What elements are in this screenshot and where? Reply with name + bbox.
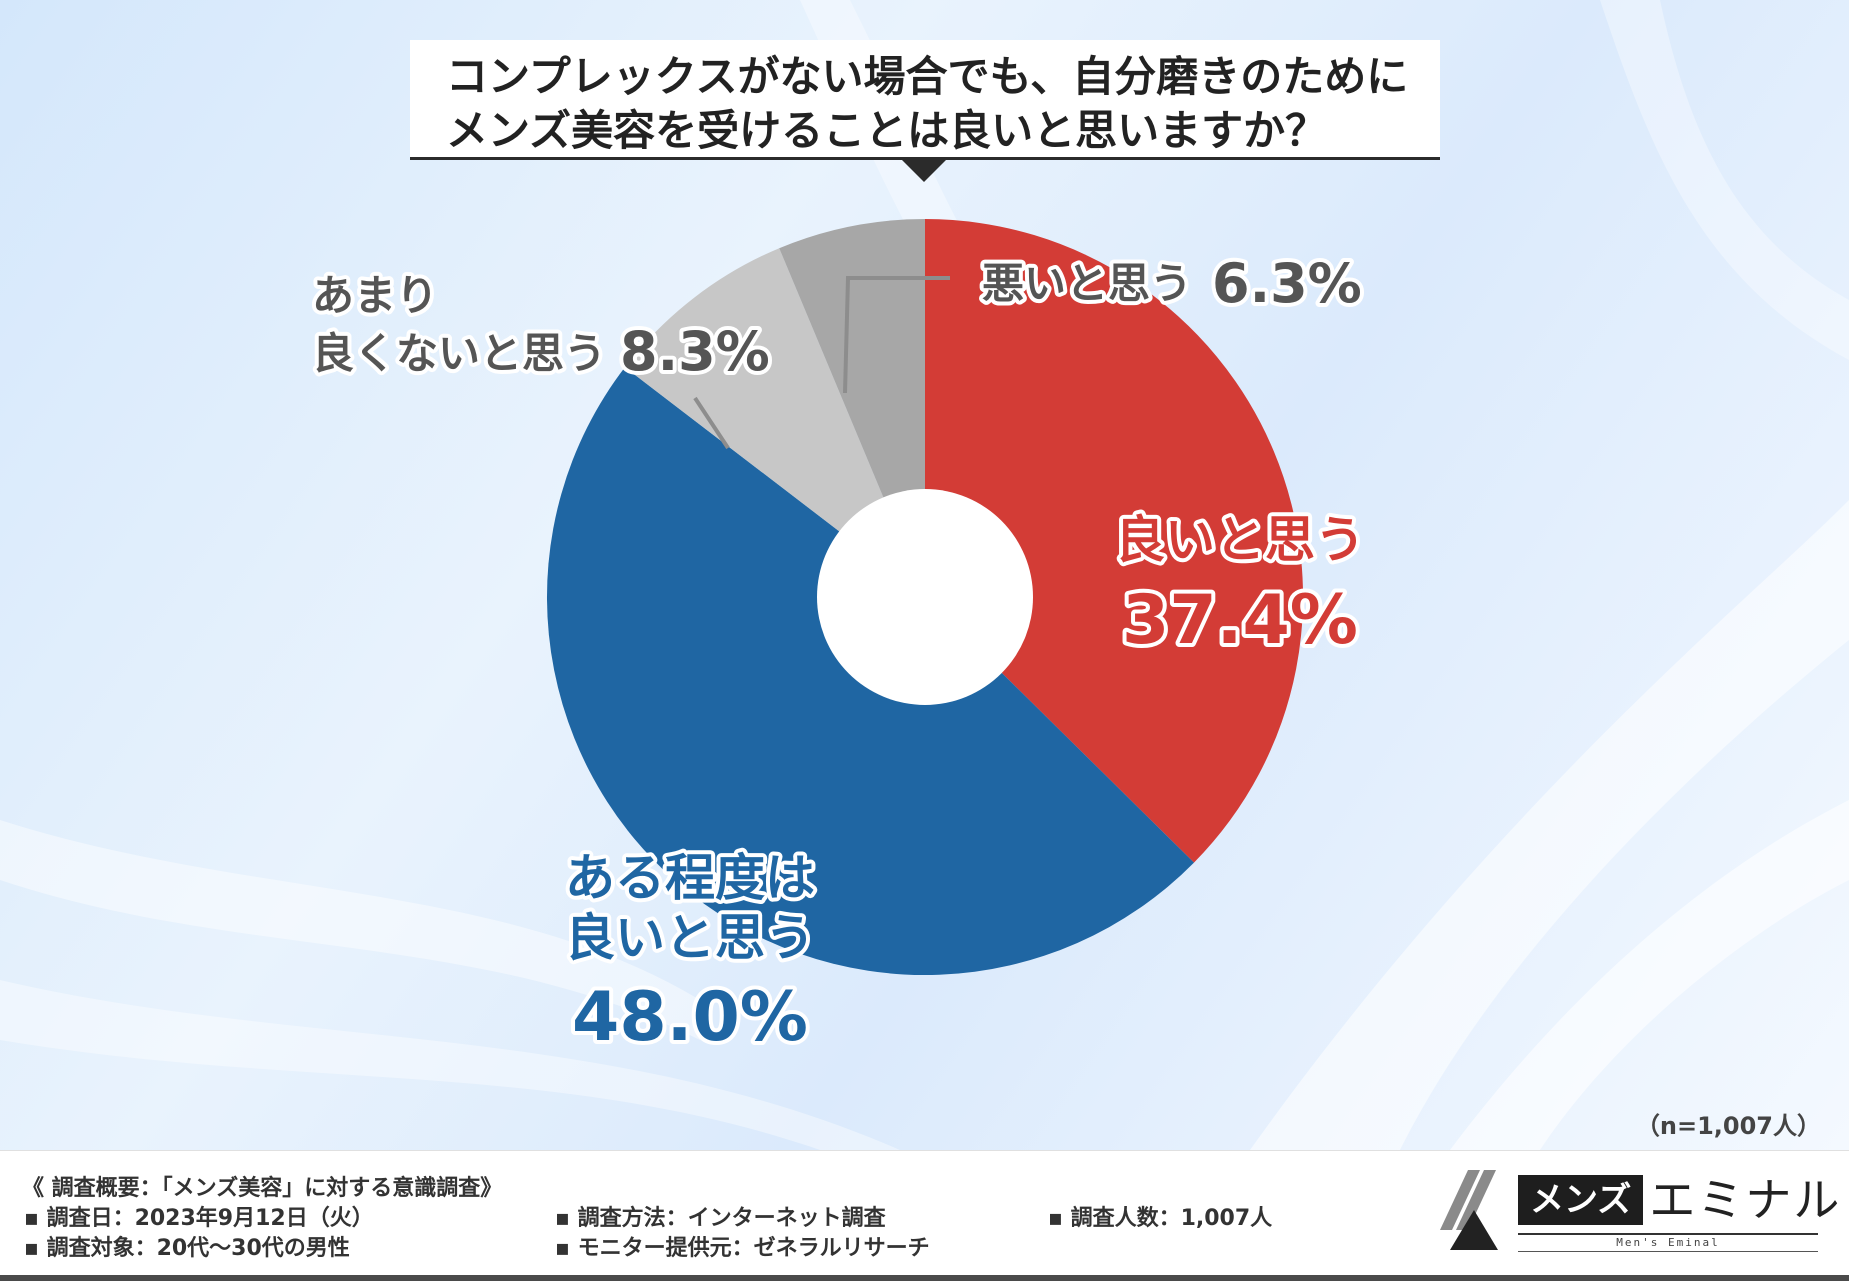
sample-size-note: （n=1,007人） xyxy=(1635,1112,1821,1140)
question-title-box: コンプレックスがない場合でも、自分磨きのために メンズ美容を受けることは良いと思… xyxy=(410,40,1440,160)
footer-bottom-bar xyxy=(0,1275,1849,1281)
footer-survey-target: ▪ 調査対象：20代〜30代の男性 xyxy=(24,1236,350,1261)
footer-respondents: ▪ 調査人数：1,007人 xyxy=(1048,1206,1273,1231)
donut-hole xyxy=(817,489,1033,705)
value-somewhat-good: 48.0% xyxy=(572,978,808,1057)
brand-logo: メンズ エミナル xyxy=(1518,1174,1841,1226)
leader-line-bad xyxy=(843,276,950,394)
logo-box-text: メンズ xyxy=(1518,1175,1644,1225)
footer-monitor-provider: ▪ モニター提供元：ゼネラルリサーチ xyxy=(555,1236,930,1261)
label-not-very-good-line2: 良くないと思う xyxy=(312,329,606,378)
logo-subtitle: Men's Eminal xyxy=(1518,1233,1818,1252)
label-not-very-good-line1: あまり xyxy=(312,271,438,320)
footer-survey-date: ▪ 調査日：2023年9月12日（火） xyxy=(24,1206,374,1231)
slice-good xyxy=(925,219,1304,863)
label-somewhat-good-line1: ある程度は xyxy=(565,849,815,907)
label-somewhat-good-line2: 良いと思う xyxy=(565,909,815,967)
value-bad: 6.3% xyxy=(1212,252,1362,315)
title-line-2: メンズ美容を受けることは良いと思いますか？ xyxy=(446,106,1328,155)
title-line-1: コンプレックスがない場合でも、自分磨きのために xyxy=(446,52,1409,101)
leader-line-not-very-good xyxy=(693,396,730,450)
value-not-very-good: 8.3% xyxy=(620,320,770,383)
logo-main-text: エミナル xyxy=(1649,1173,1842,1227)
footer-heading: 《 調査概要：「メンズ美容」に対する意識調査》 xyxy=(22,1176,503,1201)
title-pointer-arrow xyxy=(902,160,946,182)
slice-not-very-good xyxy=(624,248,925,597)
logo-stripes-icon xyxy=(1440,1170,1498,1250)
footer-survey-method: ▪ 調査方法：インターネット調査 xyxy=(555,1206,886,1231)
value-good: 37.4% xyxy=(1122,581,1358,660)
label-good: 良いと思う xyxy=(1115,511,1365,569)
label-bad: 悪いと思う xyxy=(982,259,1192,308)
